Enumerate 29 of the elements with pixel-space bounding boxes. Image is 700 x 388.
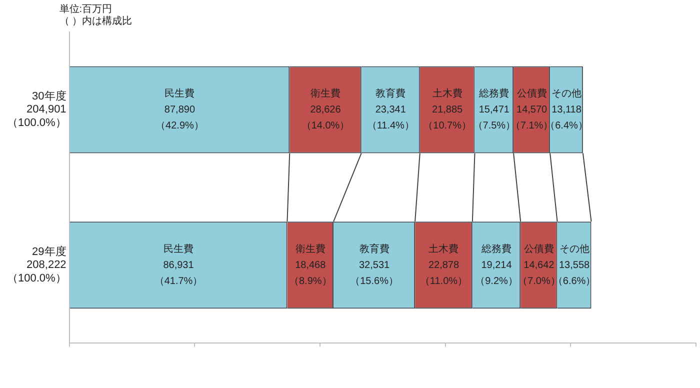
series-label: 公債費 (516, 87, 547, 100)
text: その他 (559, 244, 590, 255)
data-label: 86,931 （41.7%） (154, 260, 203, 287)
y-tick-label: 29年度 208,222 （100.0%） (6, 244, 66, 284)
data-label: 22,878 （11.0%） (420, 260, 468, 287)
series-label: その他 (552, 87, 582, 100)
data-label: 28,626 （14.0%） (301, 104, 350, 132)
text: 単位:百万円 (59, 2, 112, 15)
data-label: 13,118 （6.4%） (545, 104, 588, 132)
text: 民生費 (164, 88, 195, 100)
y-tick-label: 30年度 204,901 （100.0%） (6, 90, 66, 129)
series-label: 教育費 (376, 87, 406, 100)
data-label: 18,468 （8.9%） (288, 260, 332, 287)
series-label: 土木費 (432, 87, 462, 100)
text: 教育費 (359, 244, 390, 255)
text: 総務費 (482, 244, 512, 255)
data-label: 15,471 （7.5%） (472, 104, 516, 132)
series-label: 民生費 (164, 242, 194, 255)
data-label: 23,341 （11.4%） (366, 104, 414, 132)
data-label: 21,885 （10.7%） (423, 104, 472, 132)
text: 公債費 (524, 244, 554, 255)
data-label: 19,214 （9.2%） (475, 260, 518, 287)
series-label: 総務費 (478, 87, 510, 100)
text: （ ）内は構成比 (59, 14, 132, 27)
series-label: 衛生費 (295, 242, 326, 255)
text: 土木費 (428, 244, 459, 255)
data-label: 32,531 （15.6%） (350, 260, 398, 287)
data-label: 87,890 （42.9%） (156, 104, 204, 132)
text: 衛生費 (310, 88, 341, 100)
